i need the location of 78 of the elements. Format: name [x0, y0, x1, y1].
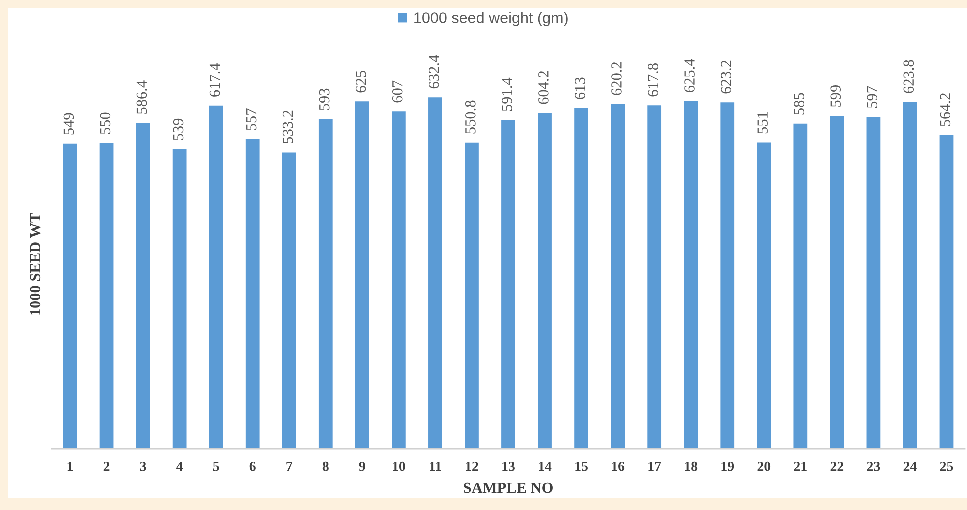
bar	[611, 104, 625, 449]
y-axis-title: 1000 SEED WT	[30, 213, 41, 315]
x-tick-label: 24	[904, 462, 917, 472]
data-label: 550.8	[465, 100, 476, 134]
x-tick-label: 3	[140, 462, 146, 472]
data-label: 593	[319, 88, 330, 110]
bar	[172, 149, 187, 449]
x-tick-label: 13	[502, 462, 515, 472]
data-label: 613	[575, 78, 586, 100]
bar	[355, 102, 370, 449]
x-tick-label: 4	[176, 462, 184, 472]
bar	[757, 142, 772, 449]
x-tick-label: 11	[430, 462, 442, 472]
bar	[574, 108, 588, 449]
data-label: 591.4	[502, 78, 512, 112]
data-label: 597	[867, 86, 878, 108]
bar	[538, 113, 552, 449]
x-tick-label: 10	[393, 462, 406, 472]
bar	[684, 101, 698, 449]
bar	[866, 117, 881, 449]
data-label: 549	[64, 113, 74, 135]
bar	[428, 98, 442, 449]
data-label: 623.8	[904, 60, 914, 94]
bar	[392, 112, 406, 449]
x-tick-label: 7	[286, 462, 293, 472]
data-label: 617.8	[648, 64, 658, 97]
x-tick-label: 15	[576, 462, 588, 472]
x-tick-label: 14	[539, 462, 552, 472]
x-tick-label: 9	[359, 462, 366, 472]
bar	[282, 152, 296, 449]
x-tick-label: 18	[685, 462, 698, 472]
bar	[246, 139, 260, 449]
data-label: 625.4	[684, 58, 695, 92]
bar	[830, 116, 844, 449]
x-axis-title: SAMPLE NO	[464, 482, 553, 494]
x-tick-label: 6	[250, 462, 256, 472]
x-tick-label: 19	[722, 462, 734, 472]
bar	[63, 144, 78, 449]
x-tick-label: 8	[322, 462, 329, 472]
legend-label: 1000 seed weight (gm)	[414, 12, 568, 26]
data-label: 617.4	[210, 63, 220, 97]
data-label: 604.2	[538, 71, 549, 104]
x-tick-label: 25	[940, 462, 954, 472]
data-label: 551	[758, 112, 768, 134]
bar	[502, 120, 516, 449]
x-tick-label: 23	[867, 462, 880, 472]
data-label: 586.4	[136, 80, 148, 114]
data-label: 539	[173, 118, 184, 140]
bar	[940, 135, 954, 449]
x-tick-label: 21	[794, 462, 807, 472]
x-tick-label: 17	[648, 462, 662, 472]
x-tick-label: 2	[104, 462, 110, 472]
x-tick-label: 5	[213, 462, 220, 472]
bar	[903, 102, 918, 449]
data-label: 557	[246, 108, 257, 130]
bar	[648, 106, 662, 449]
data-label: 550	[100, 112, 111, 134]
data-label: 623.2	[721, 60, 732, 94]
data-label: 533.2	[282, 110, 294, 144]
bar	[100, 143, 114, 449]
bar	[720, 102, 735, 449]
data-label: 625	[356, 71, 366, 93]
data-label: 620.2	[612, 62, 622, 96]
bar	[794, 124, 808, 449]
data-label: 585	[794, 93, 804, 115]
x-tick-label: 22	[830, 462, 844, 472]
data-label: 607	[392, 80, 403, 103]
x-tick-label: 16	[612, 462, 625, 472]
data-label: 632.4	[429, 55, 440, 89]
data-label: 564.2	[940, 94, 951, 126]
bar	[136, 123, 150, 449]
x-tick-label: 20	[758, 462, 771, 472]
data-label: 599	[830, 86, 842, 107]
bar	[209, 106, 224, 449]
bar	[465, 142, 479, 449]
bar	[318, 119, 333, 449]
x-tick-label: 1	[68, 462, 74, 472]
x-tick-label: 12	[466, 462, 478, 472]
